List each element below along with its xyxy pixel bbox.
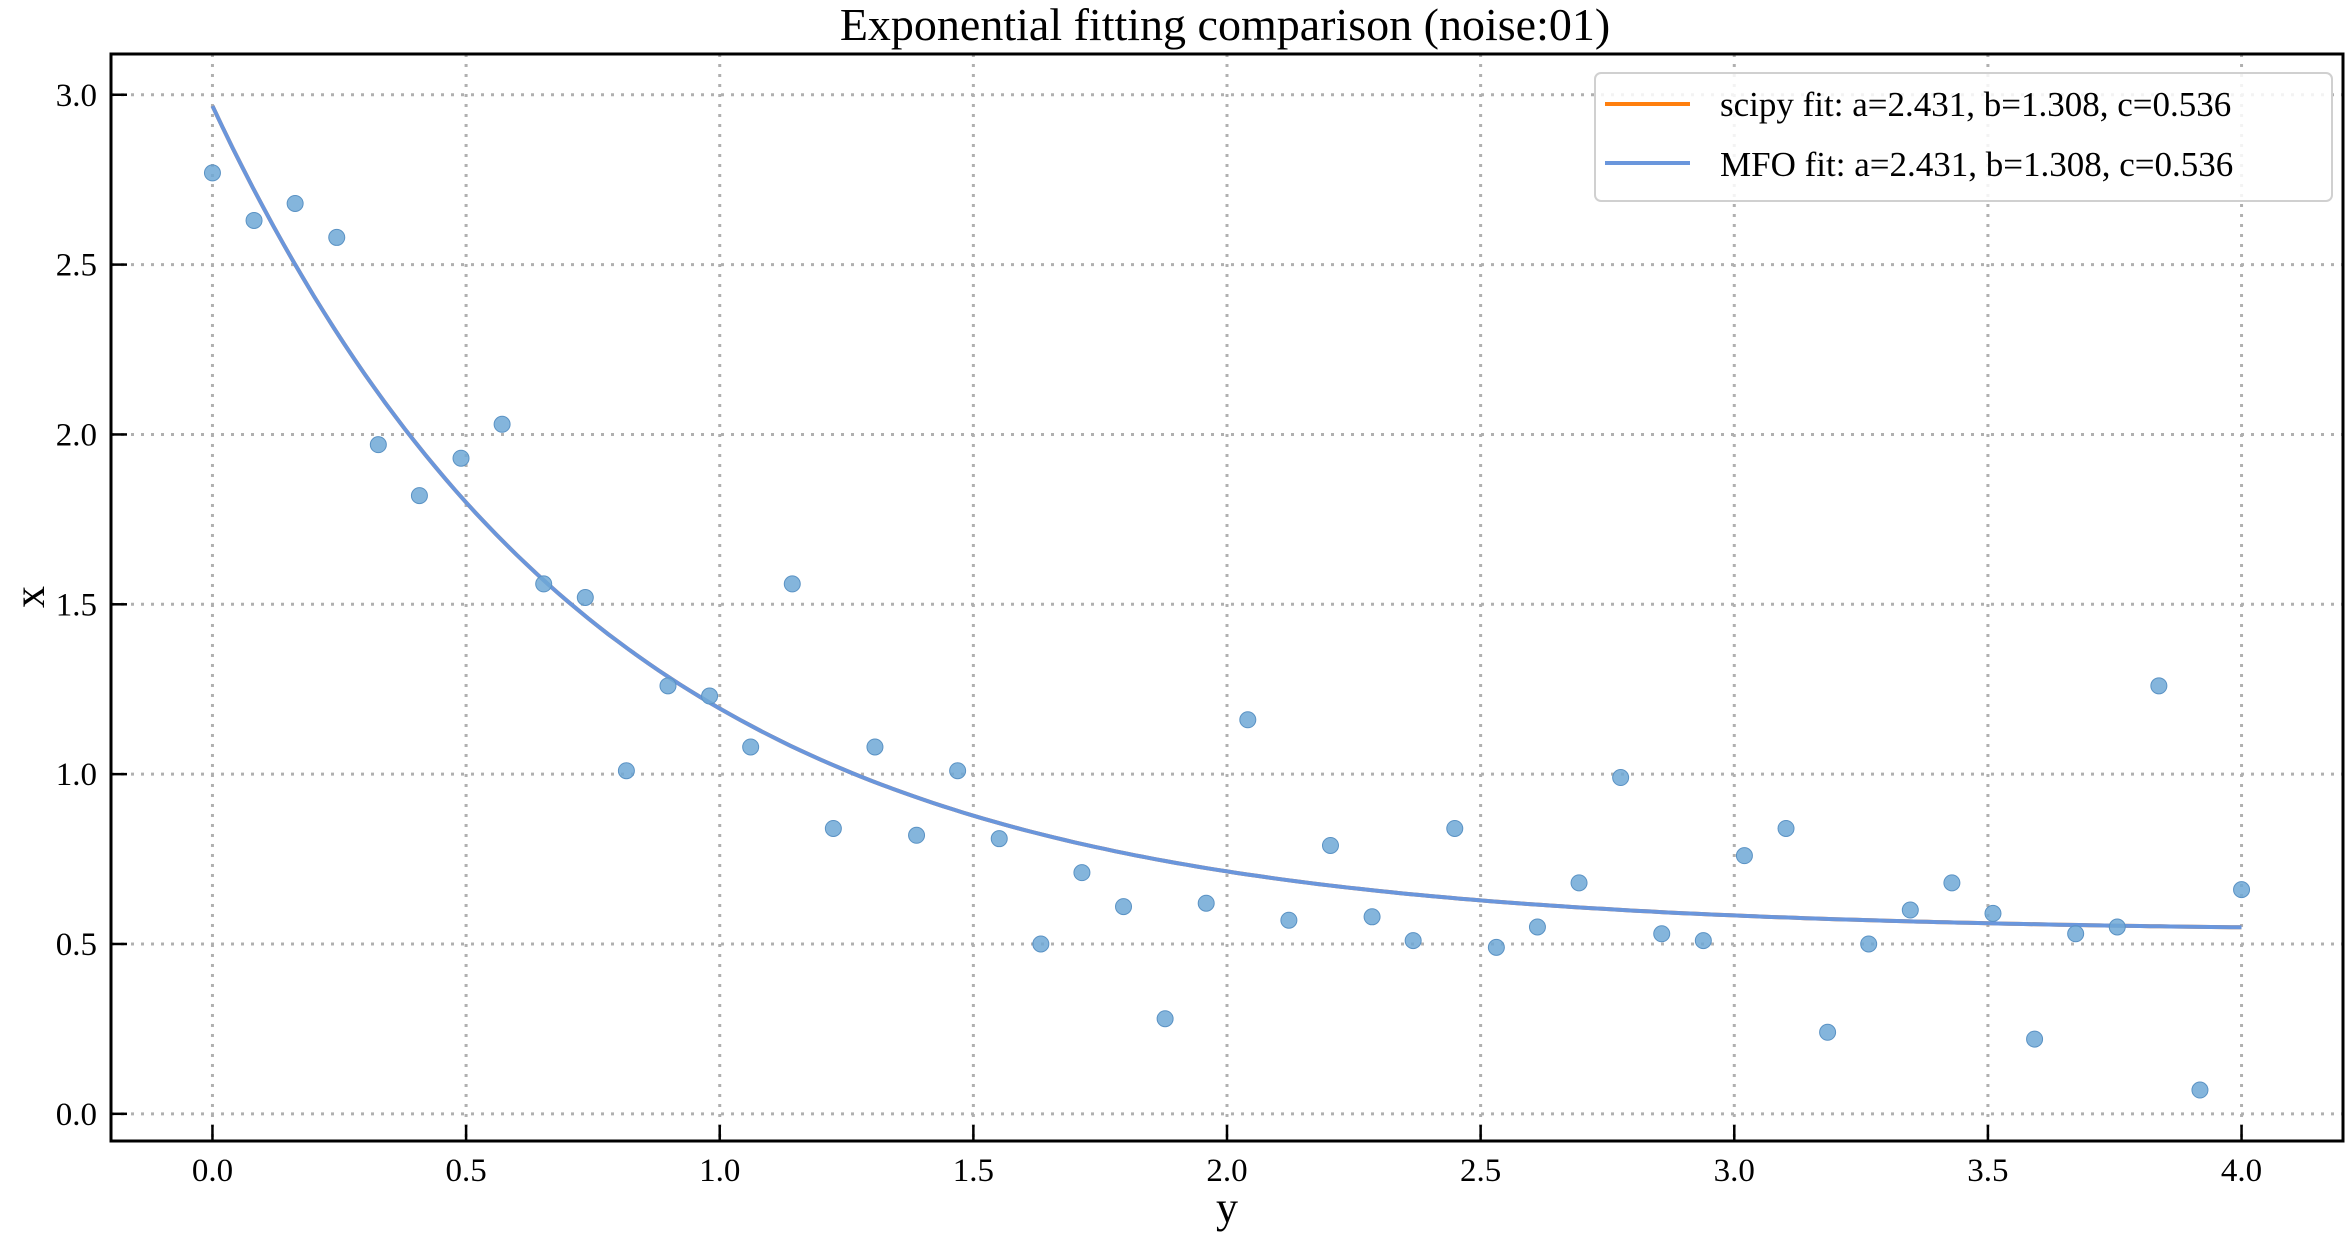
scatter-point (245, 211, 263, 229)
x-axis-label: y (1216, 1183, 1238, 1232)
scatter-point (328, 228, 346, 246)
scatter-point (659, 677, 677, 695)
axis-ticks: 0.0 0.5 1.0 1.5 2.0 2.5 3.0 3.5 4.0 0.0 0.5 1.0 1.5 2… (56, 78, 2262, 1189)
scatter-point (1819, 1023, 1837, 1041)
scatter-point (1280, 911, 1298, 929)
x-tick-label: 3.5 (1967, 1153, 2008, 1189)
x-tick-label: 2.5 (1460, 1153, 1501, 1189)
y-tick-label: 1.0 (56, 757, 97, 793)
legend-label-mfo-fit: MFO fit: a=2.431, b=1.308, c=0.536 (1720, 145, 2233, 184)
scatter-point (452, 449, 470, 467)
chart-title: Exponential fitting comparison (noise:01… (840, 0, 1610, 50)
scatter-point (1197, 894, 1215, 912)
scatter-point (2233, 881, 2251, 899)
scatter-point (2067, 925, 2085, 943)
scatter-point (990, 830, 1008, 848)
x-tick-label: 1.0 (699, 1153, 740, 1189)
y-tick-label: 3.0 (56, 78, 97, 114)
scatter-point (1901, 901, 1919, 919)
scatter-point (824, 819, 842, 837)
legend-label-scipy-fit: scipy fit: a=2.431, b=1.308, c=0.536 (1720, 85, 2231, 124)
scatter-points (203, 164, 2251, 1099)
scatter-point (1984, 904, 2002, 922)
scatter-point (1570, 874, 1588, 892)
scatter-point (1115, 898, 1133, 916)
scatter-point (1777, 819, 1795, 837)
scatter-point (783, 575, 801, 593)
legend: scipy fit: a=2.431, b=1.308, c=0.536 MFO… (1594, 72, 2333, 202)
scatter-point (1612, 769, 1630, 787)
x-tick-label: 0.0 (192, 1153, 233, 1189)
scatter-point (1321, 836, 1339, 854)
x-tick-label: 0.5 (445, 1153, 486, 1189)
scatter-point (286, 194, 304, 212)
x-tick-label: 2.0 (1206, 1153, 1247, 1189)
scatter-point (1943, 874, 1961, 892)
x-tick-label: 3.0 (1714, 1153, 1755, 1189)
scatter-point (1487, 938, 1505, 956)
plot-frame (109, 52, 2345, 1143)
grid (111, 54, 2343, 1141)
scatter-point (1156, 1010, 1174, 1028)
scatter-point (908, 826, 926, 844)
scatter-point (2108, 918, 2126, 936)
y-tick-label: 1.5 (56, 587, 97, 623)
scatter-point (2191, 1081, 2209, 1099)
scatter-point (1239, 711, 1257, 729)
scatter-point (742, 738, 760, 756)
scatter-point (949, 762, 967, 780)
scatter-point (866, 738, 884, 756)
scatter-point (2026, 1030, 2044, 1048)
scatter-point (1860, 935, 1878, 953)
x-tick-label: 4.0 (2221, 1153, 2262, 1189)
scatter-point (1404, 932, 1422, 950)
legend-box (1594, 72, 2333, 202)
scatter-point (701, 687, 719, 705)
scatter-point (1694, 932, 1712, 950)
y-axis-label: x (5, 586, 54, 608)
scatter-point (1032, 935, 1050, 953)
y-tick-label: 2.5 (56, 248, 97, 284)
scatter-point (493, 415, 511, 433)
scatter-point (1653, 925, 1671, 943)
scatter-point (410, 487, 428, 505)
scatter-point (369, 436, 387, 454)
scatter-point (1528, 918, 1546, 936)
scatter-point (1363, 908, 1381, 926)
y-tick-label: 0.5 (56, 927, 97, 963)
y-tick-label: 2.0 (56, 417, 97, 453)
scatter-point (617, 762, 635, 780)
scatter-point (2150, 677, 2168, 695)
y-tick-label: 0.0 (56, 1097, 97, 1133)
x-tick-label: 1.5 (953, 1153, 994, 1189)
scatter-point (535, 575, 553, 593)
scatter-point (1735, 847, 1753, 865)
scatter-point (1073, 864, 1091, 882)
scatter-point (576, 589, 594, 606)
scatter-point (1446, 819, 1464, 837)
scatter-point (203, 164, 221, 182)
